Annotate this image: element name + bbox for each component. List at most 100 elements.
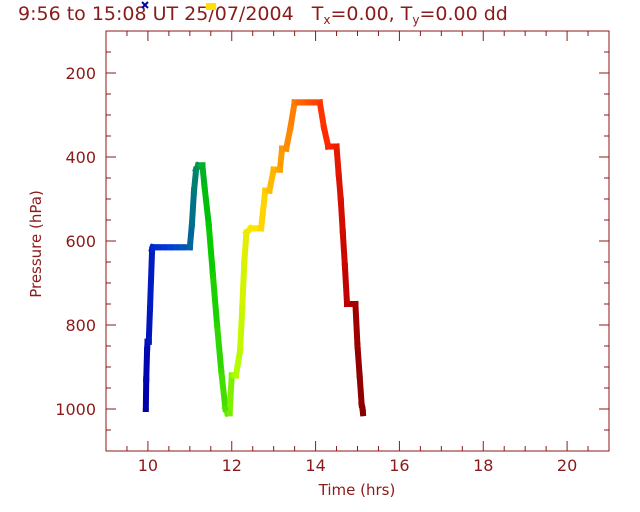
trace-point [270, 166, 277, 173]
trace-point [205, 221, 212, 228]
title-ty-sub: y [412, 13, 419, 27]
start-marker-cross [141, 1, 149, 9]
trace-segment [354, 342, 363, 379]
trace-point [191, 187, 198, 194]
trace-segment [257, 187, 269, 232]
chart-title: 9:56 to 15:08 UT 25/07/2004 Tx=0.00, Ty=… [18, 3, 508, 27]
trace-point [339, 229, 346, 236]
trace-segment [232, 346, 244, 379]
trace-point [237, 347, 244, 354]
trace-segment [337, 195, 347, 236]
trace-point [199, 162, 206, 169]
trace-point [186, 244, 193, 251]
trace-point [180, 244, 187, 251]
trace-point [356, 372, 363, 379]
trace-segment [276, 145, 286, 173]
trace-segment [226, 372, 235, 417]
trace-point [337, 196, 344, 202]
trace-segment [286, 98, 299, 132]
trace-point [144, 347, 151, 354]
trace-point [218, 368, 225, 375]
y-tick-label: 1000 [55, 400, 96, 419]
x-tick-label: 14 [305, 456, 325, 475]
trace-point [161, 244, 168, 251]
trace-segment [239, 258, 248, 312]
trace-point [226, 410, 233, 417]
trace-segment [236, 305, 246, 354]
trace-point [167, 244, 174, 251]
x-tick-label: 20 [557, 456, 577, 475]
trace-segment [213, 321, 225, 375]
trace-segment [335, 170, 344, 203]
trace-point [151, 244, 158, 251]
trace-point [251, 225, 258, 232]
trace-point [295, 99, 302, 106]
trace-point [304, 99, 311, 106]
trace-segment [316, 98, 328, 132]
trace-segment [209, 271, 221, 329]
x-axis-label: Time (hrs) [318, 481, 396, 499]
trace-segment [143, 347, 151, 383]
trace-segment [190, 166, 200, 194]
trace-point [243, 229, 250, 236]
y-tick-label: 400 [65, 148, 96, 167]
trace-point [239, 305, 246, 312]
trace-point [188, 221, 195, 228]
y-tick-label: 600 [65, 232, 96, 251]
trace-point [266, 187, 273, 194]
title-time-range: 9:56 to 15:08 UT 25/07/2004 [18, 3, 294, 25]
start-marker [141, 1, 149, 9]
x-tick-label: 16 [389, 456, 409, 475]
trace-segment [199, 162, 208, 190]
trace-point [147, 305, 154, 312]
title-tx-value: =0.00, [330, 3, 400, 25]
trace-point [241, 259, 248, 265]
trace-point [335, 170, 342, 177]
y-tick-label: 800 [65, 316, 96, 335]
trace-point [287, 124, 294, 131]
trace-point [276, 166, 283, 173]
title-tx-sub: x [323, 13, 330, 27]
trace-segment [339, 229, 349, 270]
trace-point [155, 244, 162, 251]
trace-point [300, 99, 307, 106]
trace-point [209, 271, 216, 278]
trace-segment [205, 220, 217, 278]
x-axis: 10 12 14 16 18 20 [105, 31, 610, 475]
trace-point [325, 143, 332, 150]
end-marker [206, 3, 216, 10]
trace-segment [146, 246, 156, 312]
trace-segment [356, 372, 365, 409]
trace-segment [186, 220, 196, 251]
trace-point [320, 124, 327, 131]
trace-point [312, 99, 319, 106]
trace-point [341, 263, 348, 270]
trace-point [174, 244, 181, 251]
trace-segment [352, 300, 361, 350]
title-ty-value: =0.00 dd [419, 3, 507, 25]
trace-point [201, 183, 208, 190]
title-tx-label: T [311, 3, 324, 25]
x-tick-label: 18 [473, 456, 493, 475]
trace-segment [145, 305, 154, 345]
x-tick-label: 12 [222, 456, 242, 475]
trace-segment [241, 229, 250, 266]
trace-point [247, 225, 254, 232]
trace-point [142, 406, 149, 412]
trace-segment [341, 263, 351, 308]
y-axis-label: Pressure (hPa) [27, 190, 45, 298]
title-ty-label: T [400, 3, 413, 25]
y-axis: 200 400 600 800 1000 [55, 30, 609, 452]
trace-segment [217, 367, 229, 413]
trace-point [316, 99, 323, 106]
trace-point [359, 410, 366, 417]
trace-point [329, 143, 336, 150]
trace-point [232, 372, 239, 379]
trace-segment [201, 183, 213, 228]
trace-point [214, 322, 221, 328]
trace-segment [265, 166, 278, 195]
trace-point [279, 145, 286, 152]
x-tick-label: 10 [138, 456, 158, 475]
y-tick-label: 200 [65, 64, 96, 83]
